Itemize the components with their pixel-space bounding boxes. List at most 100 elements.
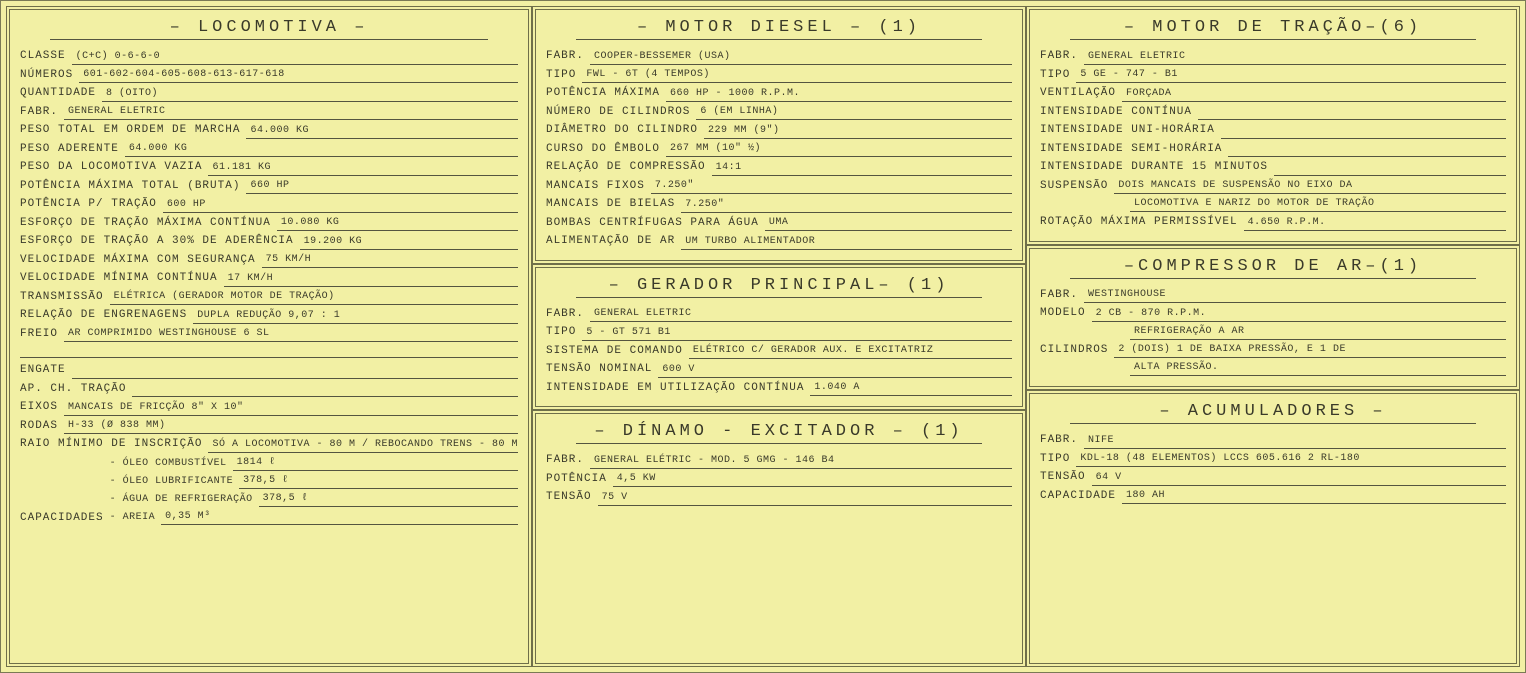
- capacity-value: 0,35 m³: [161, 509, 518, 525]
- spec-row: INTENSIDADE CONTÍNUA: [1040, 104, 1506, 121]
- spec-value: FORÇADA: [1122, 86, 1506, 102]
- capacity-label: - ÓLEO LUBRIFICANTE: [110, 474, 234, 489]
- spec-label: VELOCIDADE MÍNIMA CONTÍNUA: [20, 270, 218, 287]
- spec-row: ESFORÇO DE TRAÇÃO MÁXIMA CONTÍNUA10.080 …: [20, 215, 518, 232]
- spec-value: 1.040 A: [810, 380, 1012, 396]
- column-middle: – MOTOR DIESEL – (1) FABR. COOPER-BESSEME…: [535, 9, 1023, 664]
- capacity-value: 1814 ℓ: [233, 455, 518, 471]
- capacity-value: 378,5 ℓ: [239, 473, 518, 489]
- suspensao-cont-value: LOCOMOTIVA E NARIZ DO MOTOR DE TRAÇÃO: [1130, 196, 1506, 212]
- spec-label: TENSÃO NOMINAL: [546, 361, 652, 378]
- cilindros-cont-value: ALTA PRESSÃO.: [1130, 360, 1506, 376]
- spec-row: VELOCIDADE MÍNIMA CONTÍNUA17 km/h: [20, 270, 518, 287]
- panel-gerador: – GERADOR PRINCIPAL– (1) FABR.GENERAL EL…: [535, 267, 1023, 408]
- spec-label: POTÊNCIA: [546, 471, 607, 488]
- spec-value: 6 (EM LINHA): [696, 104, 1012, 120]
- spec-label: ESFORÇO DE TRAÇÃO A 30% DE ADERÊNCIA: [20, 233, 294, 250]
- spec-label: TIPO: [1040, 451, 1070, 468]
- capacity-label: - ÁGUA DE REFRIGERAÇÃO: [110, 492, 253, 507]
- title-motor-diesel: – MOTOR DIESEL – (1): [576, 18, 982, 40]
- title-locomotiva: – LOCOMOTIVA –: [50, 18, 488, 40]
- spec-value: 64.000 kg: [125, 141, 518, 157]
- spec-value: GENERAL ELÉTRIC - MOD. 5 GMG - 146 B4: [590, 453, 1012, 469]
- spec-row: INTENSIDADE UNI-HORÁRIA: [1040, 122, 1506, 139]
- spec-label: INTENSIDADE UNI-HORÁRIA: [1040, 122, 1215, 139]
- spec-row: MODELO2 CB - 870 R.P.M.: [1040, 305, 1506, 322]
- spec-label: BOMBAS CENTRÍFUGAS PARA ÁGUA: [546, 215, 759, 232]
- title-gerador: – GERADOR PRINCIPAL– (1): [576, 276, 982, 298]
- panel-acumuladores: – ACUMULADORES – FABR.NIFETIPOKDL-18 (48…: [1029, 393, 1517, 664]
- spec-value: [132, 396, 518, 397]
- spec-value: [1198, 119, 1506, 120]
- spec-row: TRANSMISSÃOELÉTRICA (GERADOR MOTOR DE TR…: [20, 289, 518, 306]
- spec-label: POTÊNCIA MÁXIMA: [546, 85, 660, 102]
- spec-value: 229 mm (9"): [704, 123, 1012, 139]
- spec-row: TENSÃO64 V: [1040, 469, 1506, 486]
- spec-label: DIÂMETRO DO CILINDRO: [546, 122, 698, 139]
- spec-row: BOMBAS CENTRÍFUGAS PARA ÁGUA UMA: [546, 215, 1012, 232]
- capacity-label: - ÓLEO COMBUSTÍVEL: [110, 456, 227, 471]
- spec-label: TENSÃO: [546, 489, 592, 506]
- spec-row: RAIO MÍNIMO DE INSCRIÇÃO SÓ A LOCOMOTIVA …: [20, 436, 518, 453]
- spec-label: MANCAIS FIXOS: [546, 178, 645, 195]
- spec-row: INTENSIDADE SEMI-HORÁRIA: [1040, 141, 1506, 158]
- spec-value: 4.650 R.P.M.: [1244, 215, 1506, 231]
- spec-label: FABR.: [20, 104, 58, 121]
- spec-value: 61.181 kg: [208, 160, 518, 176]
- spec-row: PESO ADERENTE 64.000 kg: [20, 141, 518, 158]
- spec-label: SISTEMA DE COMANDO: [546, 343, 683, 360]
- spec-value: WESTINGHOUSE: [1084, 287, 1506, 303]
- capacities-list: - ÓLEO COMBUSTÍVEL 1814 ℓ - ÓLEO LUBRIFICA…: [110, 455, 518, 527]
- spec-label: FABR.: [546, 452, 584, 469]
- spec-row: TIPOKDL-18 (48 ELEMENTOS) LCCS 605.616 2…: [1040, 451, 1506, 468]
- spec-label: AP. CH. TRAÇÃO: [20, 381, 126, 398]
- spec-label: RAIO MÍNIMO DE INSCRIÇÃO: [20, 436, 202, 453]
- spec-row: CAPACIDADE180 AH: [1040, 488, 1506, 505]
- spec-sheet: – LOCOMOTIVA – CLASSE(C+C) 0-6-6-0NÚMERO…: [0, 0, 1526, 673]
- spec-label: NÚMEROS: [20, 67, 73, 84]
- spec-value: UMA: [765, 215, 1012, 231]
- spec-row: FABR.GENERAL ELETRIC: [546, 306, 1012, 323]
- spec-row: TIPO5 GE - 747 - B1: [1040, 67, 1506, 84]
- spec-label: TIPO: [546, 67, 576, 84]
- spec-label: ENGATE: [20, 362, 66, 379]
- spec-value: [72, 378, 518, 379]
- spec-label: ROTAÇÃO MÁXIMA PERMISSÍVEL: [1040, 214, 1238, 231]
- title-dinamo: – DÍNAMO - EXCITADOR – (1): [576, 422, 982, 444]
- spec-row: FABR. GENERAL ELETRIC: [20, 104, 518, 121]
- spec-value: 64 V: [1092, 470, 1506, 486]
- spec-value: MANCAIS DE FRICÇÃO 8" x 10": [64, 400, 518, 416]
- spec-label: MODELO: [1040, 305, 1086, 322]
- spec-value: SÓ A LOCOMOTIVA - 80 m / REBOCANDO TRENS…: [208, 437, 518, 453]
- spec-value: AR COMPRIMIDO WESTINGHOUSE 6 SL: [64, 326, 518, 342]
- spec-value: 600 HP: [163, 197, 518, 213]
- spec-label: NÚMERO DE CILINDROS: [546, 104, 690, 121]
- capacity-row: - ÓLEO COMBUSTÍVEL 1814 ℓ: [110, 455, 518, 471]
- spec-value: 75 km/h: [262, 252, 518, 268]
- spec-value: [1274, 175, 1506, 176]
- spec-label: CILINDROS: [1040, 342, 1108, 359]
- spec-value: 5 GE - 747 - B1: [1076, 67, 1506, 83]
- spec-value: 19.200 kg: [300, 234, 518, 250]
- modelo-cont: REFRIGERAÇÃO A AR: [1040, 324, 1506, 340]
- spec-label: INTENSIDADE EM UTILIZAÇÃO CONTÍNUA: [546, 380, 804, 397]
- spec-label: FABR.: [1040, 432, 1078, 449]
- spec-value: DOIS MANCAIS DE SUSPENSÃO NO EIXO DA: [1114, 178, 1506, 194]
- spec-row: VENTILAÇÃOFORÇADA: [1040, 85, 1506, 102]
- spec-value: NIFE: [1084, 433, 1506, 449]
- spec-value: GENERAL ELETRIC: [64, 104, 518, 120]
- spec-row: EIXOSMANCAIS DE FRICÇÃO 8" x 10": [20, 399, 518, 416]
- capacity-label: - AREIA: [110, 510, 156, 525]
- spec-label: ESFORÇO DE TRAÇÃO MÁXIMA CONTÍNUA: [20, 215, 271, 232]
- spec-label: PESO ADERENTE: [20, 141, 119, 158]
- spec-row: MANCAIS DE BIELAS7.250": [546, 196, 1012, 213]
- capacities-row: CAPACIDADES - ÓLEO COMBUSTÍVEL1814 ℓ- ÓL…: [20, 455, 518, 527]
- spec-value: COOPER-BESSEMER (USA): [590, 49, 1012, 65]
- spec-value: [1221, 138, 1506, 139]
- spec-label: PESO DA LOCOMOTIVA VAZIA: [20, 159, 202, 176]
- spec-row: POTÊNCIA P/ TRAÇÃO600 HP: [20, 196, 518, 213]
- spec-label: VELOCIDADE MÁXIMA COM SEGURANÇA: [20, 252, 256, 269]
- capacities-label: CAPACIDADES: [20, 510, 104, 527]
- spec-row: TENSÃO NOMINAL600 V: [546, 361, 1012, 378]
- panel-motor-tracao: – MOTOR DE TRAÇÃO–(6) FABR.GENERAL ELETR…: [1029, 9, 1517, 242]
